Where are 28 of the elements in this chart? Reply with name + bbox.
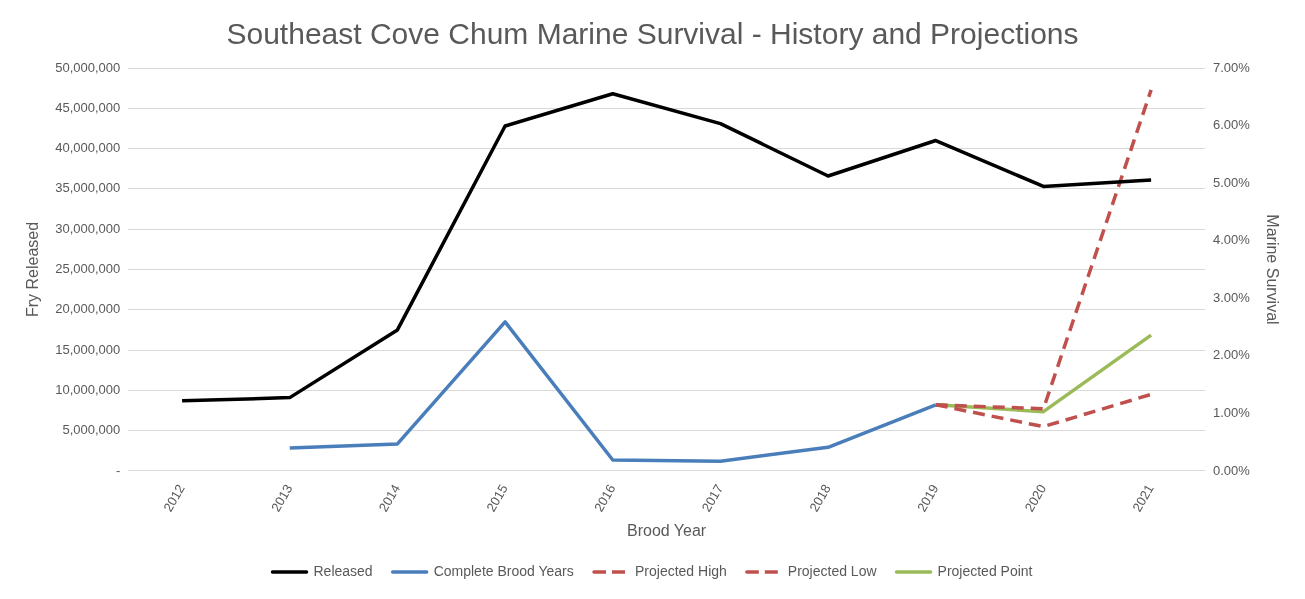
- y2-tick-label: 4.00%: [1212, 232, 1251, 248]
- legend-label: Complete Brood Years: [433, 562, 574, 579]
- y-tick-label: 50,000,000: [55, 59, 121, 75]
- y2-tick-label: 1.00%: [1212, 404, 1251, 420]
- y-tick-label: 40,000,000: [55, 140, 121, 156]
- y2-axis-title: Marine Survival: [1263, 214, 1281, 325]
- y-tick-label: 35,000,000: [55, 180, 121, 196]
- legend-label: Projected High: [635, 562, 727, 579]
- legend-label: Projected Point: [937, 562, 1033, 579]
- y-tick-label: 30,000,000: [55, 220, 121, 236]
- y-tick-label: 10,000,000: [55, 381, 121, 397]
- y2-tick-label: 0.00%: [1212, 462, 1251, 478]
- y-tick-label: 15,000,000: [55, 341, 121, 357]
- y-tick-label: 20,000,000: [55, 301, 121, 317]
- y2-tick-label: 7.00%: [1212, 59, 1251, 75]
- x-axis-title: Brood Year: [627, 521, 707, 539]
- chart-title: Southeast Cove Chum Marine Survival - History and Projections: [226, 17, 1079, 51]
- y-axis-title: Fry Released: [24, 221, 42, 318]
- y-tick-label: -: [115, 462, 121, 478]
- y-tick-label: 5,000,000: [62, 422, 121, 438]
- y2-tick-label: 3.00%: [1212, 289, 1251, 305]
- y-tick-label: 45,000,000: [55, 99, 121, 115]
- legend-label: Projected Low: [787, 562, 878, 579]
- y2-tick-label: 5.00%: [1212, 174, 1251, 190]
- legend-label: Released: [313, 562, 373, 579]
- y-tick-label: 25,000,000: [55, 261, 121, 277]
- y2-tick-label: 6.00%: [1212, 117, 1251, 133]
- y2-tick-label: 2.00%: [1212, 347, 1251, 363]
